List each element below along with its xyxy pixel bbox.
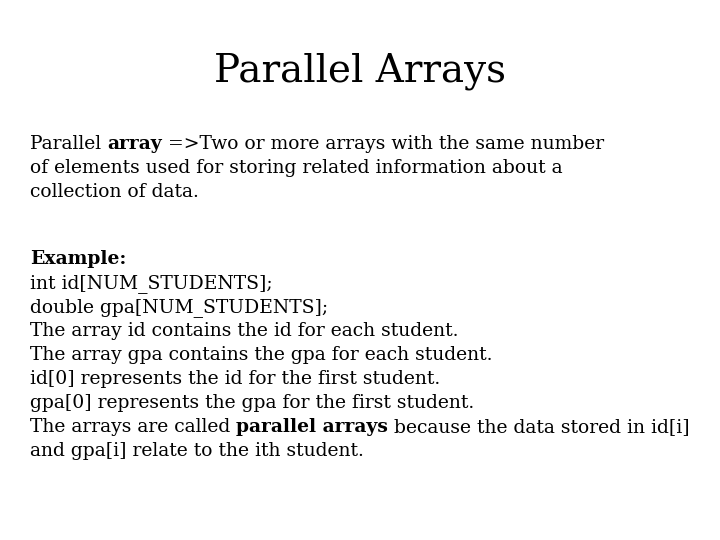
Text: because the data stored in id[i]: because the data stored in id[i] <box>388 418 690 436</box>
Text: Example:: Example: <box>30 250 127 268</box>
Text: Parallel: Parallel <box>30 135 107 153</box>
Text: The array gpa contains the gpa for each student.: The array gpa contains the gpa for each … <box>30 346 492 364</box>
Text: gpa[0] represents the gpa for the first student.: gpa[0] represents the gpa for the first … <box>30 394 474 412</box>
Text: Parallel Arrays: Parallel Arrays <box>214 52 506 90</box>
Text: of elements used for storing related information about a: of elements used for storing related inf… <box>30 159 562 177</box>
Text: The array id contains the id for each student.: The array id contains the id for each st… <box>30 322 459 340</box>
Text: parallel arrays: parallel arrays <box>236 418 388 436</box>
Text: id[0] represents the id for the first student.: id[0] represents the id for the first st… <box>30 370 440 388</box>
Text: double gpa[NUM_STUDENTS];: double gpa[NUM_STUDENTS]; <box>30 298 328 317</box>
Text: and gpa[i] relate to the ith student.: and gpa[i] relate to the ith student. <box>30 442 364 460</box>
Text: array: array <box>107 135 162 153</box>
Text: The arrays are called: The arrays are called <box>30 418 236 436</box>
Text: int id[NUM_STUDENTS];: int id[NUM_STUDENTS]; <box>30 274 273 293</box>
Text: =>Two or more arrays with the same number: =>Two or more arrays with the same numbe… <box>162 135 604 153</box>
Text: collection of data.: collection of data. <box>30 183 199 201</box>
